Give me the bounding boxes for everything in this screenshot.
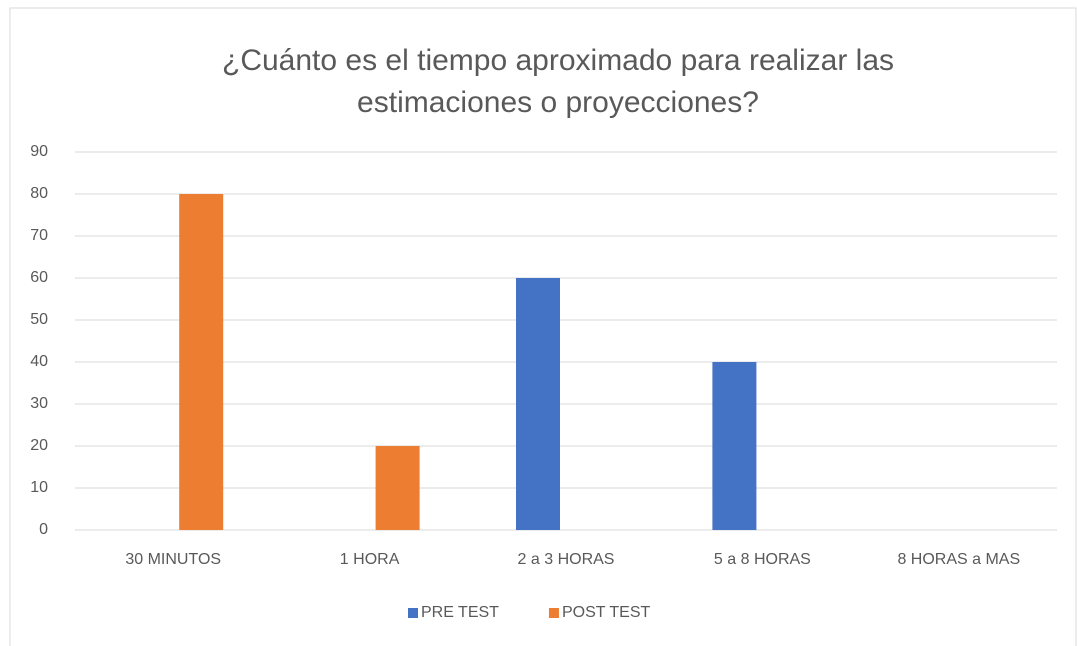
y-tick-label: 10 (30, 479, 48, 496)
chart-border (9, 7, 1077, 646)
x-tick-label: 8 HORAS a MAS (897, 551, 1020, 568)
y-tick-label: 80 (30, 185, 48, 202)
x-tick-label: 5 a 8 HORAS (714, 551, 811, 568)
legend-swatch (548, 608, 559, 618)
bar (516, 278, 560, 530)
y-tick-label: 70 (30, 227, 48, 244)
y-tick-label: 90 (30, 143, 48, 160)
y-tick-label: 60 (30, 269, 48, 286)
y-tick-label: 50 (30, 311, 48, 328)
chart-title: ¿Cuánto es el tiempo aproximado para rea… (222, 44, 894, 119)
y-tick-label: 30 (30, 395, 48, 412)
legend-swatch (408, 608, 418, 618)
bar (375, 446, 420, 530)
x-tick-label: 1 HORA (340, 551, 400, 568)
legend-label: POST TEST (562, 604, 651, 621)
legend-label: PRE TEST (421, 604, 499, 621)
x-tick-label: 2 a 3 HORAS (518, 551, 615, 568)
x-tick-label: 30 MINUTOS (125, 551, 221, 568)
bar (179, 194, 224, 530)
y-tick-label: 40 (30, 353, 48, 370)
y-tick-label: 20 (30, 437, 48, 454)
y-tick-label: 0 (39, 521, 48, 538)
bar (712, 362, 757, 530)
